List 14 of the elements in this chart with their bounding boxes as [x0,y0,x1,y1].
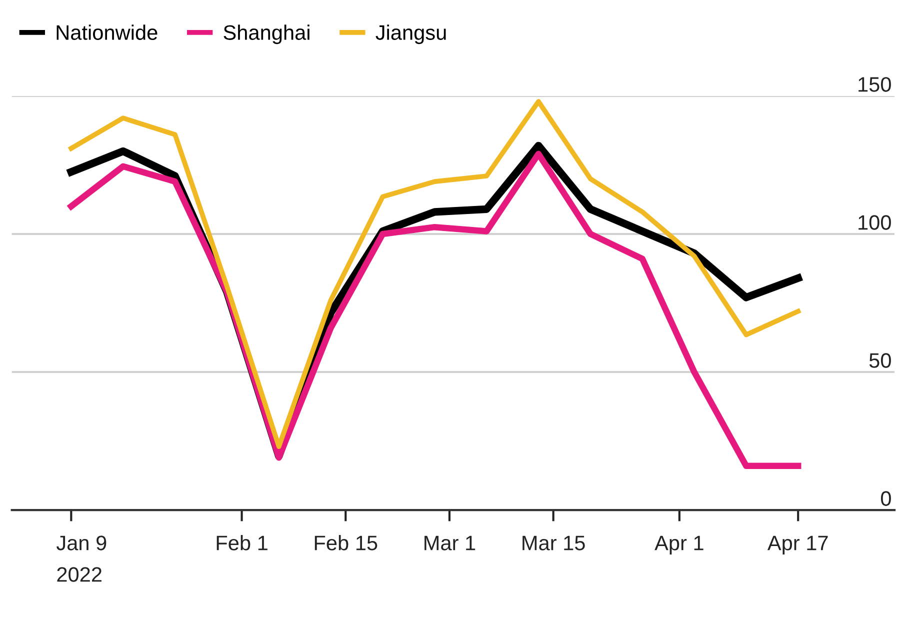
y-tick-label: 150 [858,77,891,92]
x-tick-label: Apr 17 [767,536,828,554]
x-tick-label: Feb 1 [216,535,268,550]
legend-label: Jiangsu [376,24,446,44]
y-tick-label: 0 [880,491,891,506]
y-tick-label: 50 [869,353,891,368]
legend-label: Nationwide [56,24,158,40]
x-tick-label: Mar 15 [522,536,585,550]
x-tick-label: Mar 1 [424,536,476,550]
x-tick-label: Jan 9 2022 [56,536,106,582]
y-tick-label: 100 [858,215,891,230]
legend-label: Shanghai [224,24,310,44]
x-tick-label: Apr 1 [654,536,704,554]
x-tick-label: Feb 15 [314,535,378,550]
